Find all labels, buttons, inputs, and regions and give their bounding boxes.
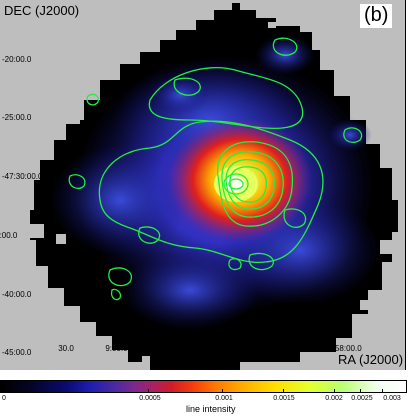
- ra-axis-label: RA (J2000): [338, 352, 404, 367]
- colorbar-tick: 0.0025: [351, 395, 373, 402]
- dec-tick: -45:00.0: [2, 348, 32, 357]
- colorbar-tickmark: [334, 389, 335, 393]
- ra-tick: 8:58:00.0: [328, 344, 362, 353]
- dec-tick: -47:30:00.0: [2, 172, 43, 181]
- dec-axis-label: DEC (J2000): [4, 3, 80, 18]
- ra-tick: 30.0: [58, 344, 74, 353]
- colorbar-tick: 0.003: [383, 395, 401, 402]
- intensity-map: DEC (J2000) (b) RA (J2000) -20:00.0 -25:…: [0, 0, 406, 370]
- colorbar-tick: 0.0005: [139, 395, 161, 402]
- colorbar-tick: 0.001: [215, 395, 233, 402]
- colorbar-tickmark: [283, 389, 284, 393]
- ra-tick: 59:00.0: [224, 344, 252, 353]
- colorbar-tickmark: [360, 389, 361, 393]
- colorbar-label: line intensity: [186, 404, 236, 414]
- panel-label: (b): [360, 4, 393, 28]
- ra-tick: 30.0: [288, 344, 304, 353]
- contour-lines: [68, 37, 363, 301]
- dec-tick: -20:00.0: [2, 55, 32, 64]
- dec-tick: -25:00.0: [2, 113, 32, 122]
- colorbar-tick: 0.002: [325, 395, 343, 402]
- dec-tick: -35:00.0: [0, 231, 18, 240]
- colorbar-tickmark: [148, 389, 149, 393]
- colorbar-tick: 0.0015: [273, 395, 295, 402]
- dec-tick: -40:00.0: [2, 290, 32, 299]
- colorbar-tick: 0: [2, 395, 6, 402]
- colorbar-tickmark: [382, 389, 383, 393]
- colorbar: [0, 380, 407, 393]
- colorbar-tickmark: [222, 389, 223, 393]
- map-image: [30, 3, 398, 370]
- ra-tick: 30.0: [169, 344, 185, 353]
- ra-tick: 9:00:00.0: [105, 344, 139, 353]
